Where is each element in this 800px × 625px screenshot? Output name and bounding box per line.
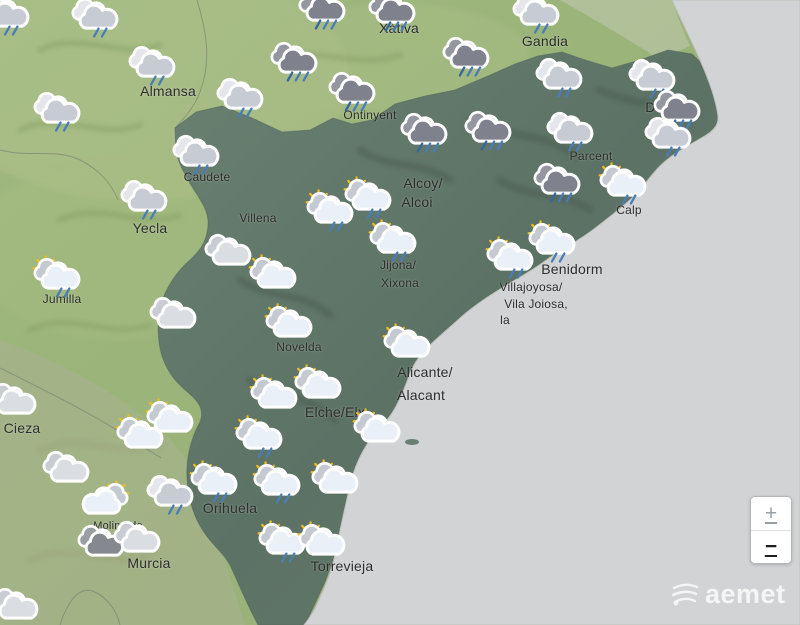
city-label-alacant: Alacant xyxy=(396,387,446,403)
city-label-jumilla: Jumilla xyxy=(42,292,82,306)
city-label-gandia: Gandia xyxy=(521,33,569,49)
city-label-elche-elx: Elche/Elx xyxy=(304,404,366,420)
zoom-in-button[interactable]: + xyxy=(751,497,791,530)
map-zoom-control: + − xyxy=(750,496,792,564)
city-label-la: la xyxy=(500,313,510,327)
city-label-villajoyosa: Villajoyosa/ xyxy=(499,280,563,294)
city-label-molina-de: Molina de xyxy=(93,520,143,532)
city-label-torrevieja: Torrevieja xyxy=(310,558,374,574)
admin-borders xyxy=(0,0,208,625)
city-label-vila-joiosa: Vila Joiosa, xyxy=(504,297,568,311)
city-label-alicante: Alicante/ xyxy=(397,364,453,380)
city-label-caudete: Caudete xyxy=(183,170,231,184)
city-label-orihuela: Orihuela xyxy=(202,500,258,516)
island xyxy=(405,439,419,445)
city-label-denia: Dénia xyxy=(645,99,683,115)
city-label-calp: Calp xyxy=(616,203,642,217)
city-label-alcoi: Alcoi xyxy=(401,194,433,210)
city-label-jijona: Jijona/ xyxy=(379,258,417,272)
city-label-ontinyent: Ontinyent xyxy=(343,108,397,122)
city-label-alcoy: Alcoy/ xyxy=(403,175,443,191)
city-label-benidorm: Benidorm xyxy=(541,261,603,277)
city-label-cieza: Cieza xyxy=(3,420,41,436)
city-label-parcent: Parcent xyxy=(569,149,613,163)
city-label-villena: Villena xyxy=(239,211,277,225)
city-label-novelda: Novelda xyxy=(276,340,322,354)
city-label-murcia: Murcia xyxy=(127,555,171,571)
city-label-xixona: Xixona xyxy=(381,276,419,290)
zoom-out-button[interactable]: − xyxy=(751,529,791,563)
city-label-xativa: Xàtiva xyxy=(378,20,420,36)
city-label-yecla: Yecla xyxy=(132,220,168,236)
city-label-almansa: Almansa xyxy=(140,83,196,99)
coastal-plain xyxy=(560,0,690,60)
